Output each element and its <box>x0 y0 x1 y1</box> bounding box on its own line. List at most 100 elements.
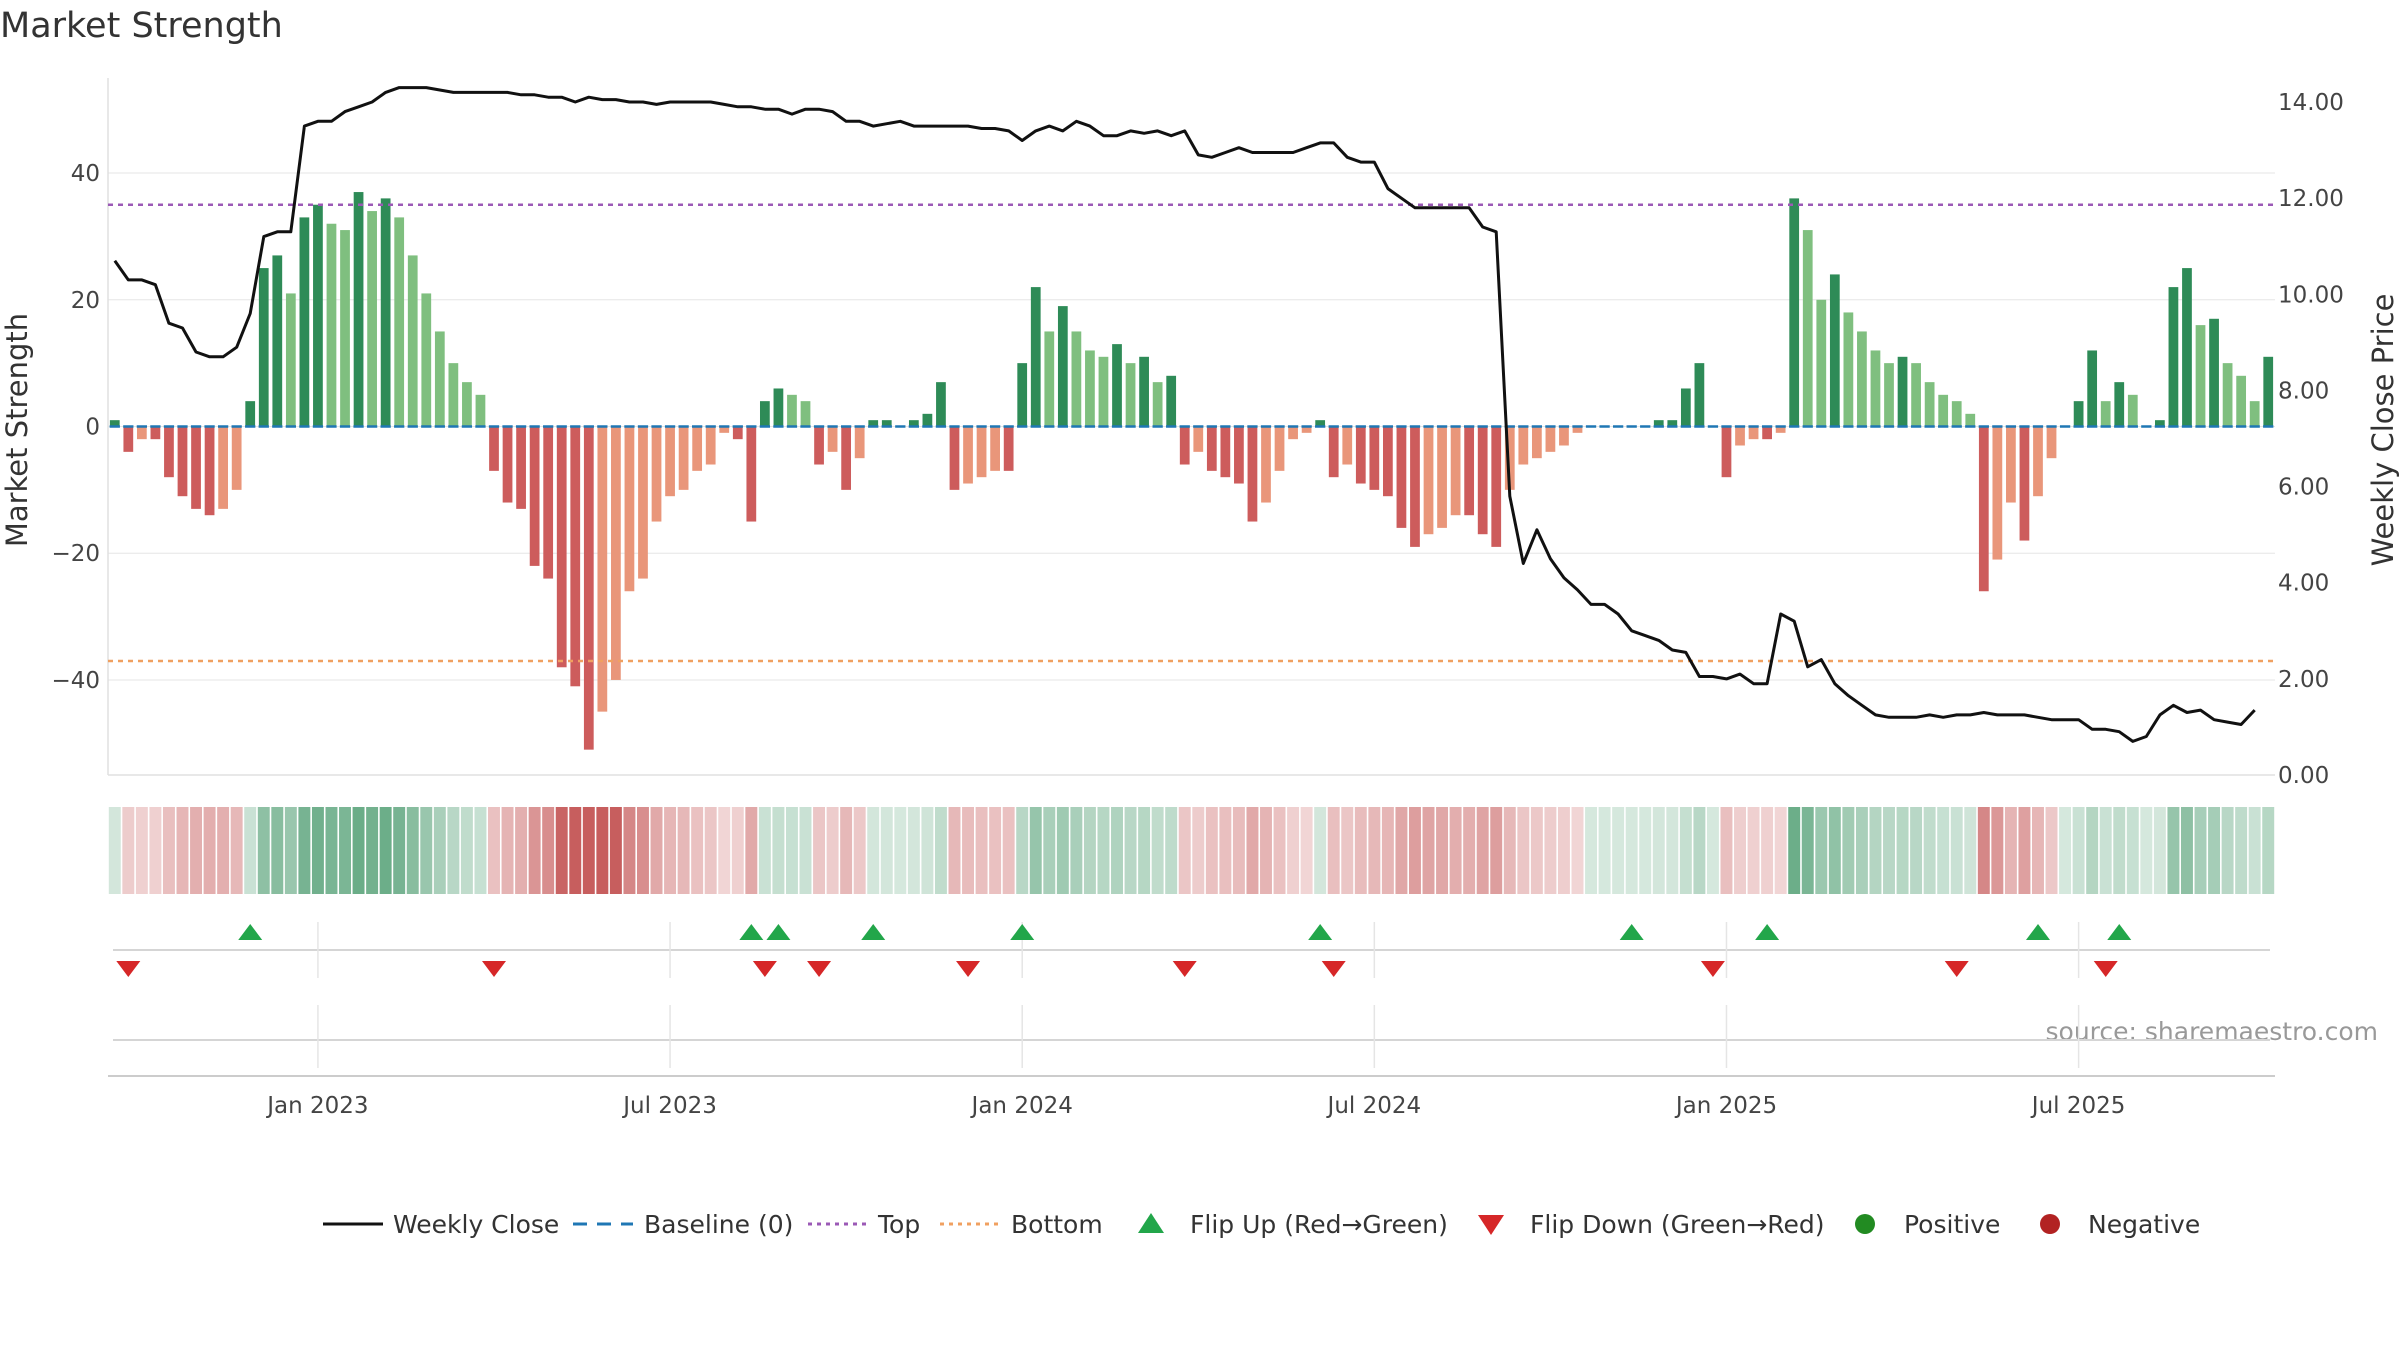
strength-bar <box>529 426 540 566</box>
strength-bar <box>1139 356 1149 427</box>
flip-down-marker <box>116 961 141 977</box>
strip-cell <box>162 807 175 894</box>
legend-swatch-flip-down <box>1478 1215 1504 1235</box>
strip-cell <box>108 807 121 894</box>
strip-cell <box>2032 807 2044 894</box>
strength-bar <box>1775 426 1786 433</box>
strip-cell <box>880 807 893 894</box>
strip-cell <box>1449 807 1462 894</box>
strength-bar <box>2127 394 2138 427</box>
legend-swatch-positive <box>1855 1214 1875 1234</box>
legend-swatch-flip-up <box>1138 1213 1164 1233</box>
strip-cell <box>1801 807 1814 894</box>
strip-cell <box>1354 807 1367 894</box>
strength-bar <box>1762 426 1772 440</box>
strip-cell <box>1029 807 1042 894</box>
strength-bar <box>746 426 757 522</box>
y-right-tick-label: 4.00 <box>2278 571 2329 597</box>
weekly-close-line <box>113 86 2256 743</box>
chart-title: Market Strength <box>0 6 283 46</box>
flip-up-marker <box>1619 924 1644 940</box>
strength-bar <box>1870 350 1881 427</box>
strip-cell <box>2018 807 2031 894</box>
flip-up-marker <box>2025 924 2050 940</box>
strength-bar <box>475 394 486 427</box>
strip-cell <box>2221 807 2234 894</box>
strip-cell <box>515 807 528 894</box>
strength-bar <box>1017 363 1028 427</box>
y-right-tick-label: 0.00 <box>2278 763 2329 789</box>
strip-cell <box>1950 807 1963 894</box>
strip-cell <box>691 807 704 894</box>
strength-bar <box>908 420 919 427</box>
strip-cell <box>1016 807 1029 894</box>
strength-bar <box>1545 426 1556 452</box>
strip-cell <box>1043 807 1056 894</box>
strength-bar <box>258 268 269 427</box>
strip-cell <box>799 807 812 894</box>
strength-bar <box>624 426 635 592</box>
legend-label: Flip Up (Red→Green) <box>1190 1210 1448 1239</box>
strength-bar <box>245 401 256 427</box>
strength-bar <box>313 204 323 427</box>
strength-bar <box>1410 426 1420 547</box>
strength-heat-strip <box>108 807 2275 894</box>
strip-cell <box>1652 807 1665 894</box>
flip-up-marker <box>1755 924 1780 940</box>
y-right-tick-label: 14.00 <box>2278 90 2344 116</box>
strength-bar <box>1897 356 1908 427</box>
strip-cell <box>2099 807 2112 894</box>
strength-bar <box>2114 382 2125 427</box>
strength-bar <box>1938 394 1949 427</box>
strength-bar <box>448 363 459 427</box>
strength-bar <box>2155 420 2165 427</box>
strength-bar <box>2046 426 2057 459</box>
strip-cell <box>2180 807 2193 894</box>
source-note: source: sharemaestro.com <box>2046 1017 2379 1046</box>
strip-cell <box>352 807 365 894</box>
flip-up-marker <box>766 924 791 940</box>
strip-cell <box>785 807 798 894</box>
y-left-tick-label: −20 <box>51 541 100 567</box>
axes: 40 20 0 −20 −40 14.00 12.00 10.00 8.00 6.00 4.00 2.… <box>51 90 2343 1119</box>
strip-cell <box>1205 807 1218 894</box>
strip-cell <box>664 807 677 894</box>
strength-bar <box>719 426 730 433</box>
y-right-tick-label: 6.00 <box>2278 475 2329 501</box>
strip-cell <box>1314 807 1327 894</box>
strength-bar <box>1884 363 1894 427</box>
strength-bar <box>1071 331 1082 427</box>
strip-cell <box>122 807 135 894</box>
strength-bar <box>1829 274 1840 427</box>
strength-bar <box>1491 426 1502 547</box>
strength-bar <box>2006 426 2016 503</box>
strip-cell <box>1855 807 1868 894</box>
strip-cell <box>1693 807 1706 894</box>
strip-cell <box>718 807 731 894</box>
strip-cell <box>2153 807 2166 894</box>
strip-cell <box>1883 807 1895 894</box>
strip-cell <box>379 807 392 894</box>
strip-cell <box>2140 807 2153 894</box>
strip-cell <box>257 807 270 894</box>
strength-bar <box>773 388 784 427</box>
strip-cell <box>1165 807 1178 894</box>
strength-bar <box>1112 344 1122 427</box>
strength-bar <box>556 426 567 668</box>
flip-up-marker <box>1308 924 1333 940</box>
strip-cell <box>1056 807 1069 894</box>
strip-cell <box>569 807 582 894</box>
strip-cell <box>1937 807 1950 894</box>
strip-cell <box>921 807 934 894</box>
strength-bar <box>1030 287 1041 427</box>
strength-bar <box>123 426 134 452</box>
strength-bar <box>814 426 824 465</box>
strength-bar <box>1274 426 1285 471</box>
strip-cell <box>1273 807 1286 894</box>
strip-cell <box>1070 807 1083 894</box>
legend-label: Weekly Close <box>393 1210 559 1239</box>
strip-cell <box>1341 807 1354 894</box>
flip-up-marker <box>238 924 263 940</box>
strip-cell <box>1923 807 1936 894</box>
price-series <box>113 86 2256 743</box>
